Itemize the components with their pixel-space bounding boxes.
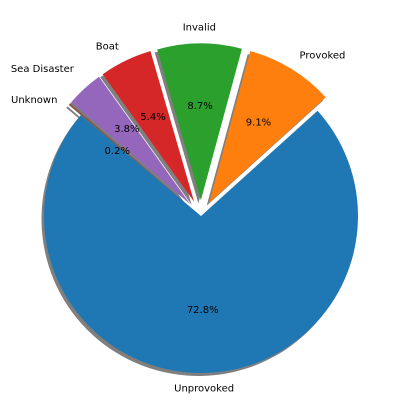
label-boat: Boat [96,41,119,52]
pie-wedges [44,43,359,373]
pct-provoked: 9.1% [246,117,271,128]
pie-labels: Unprovoked 72.8% Provoked 9.1% Invalid 8.7% Bo… [11,23,346,395]
label-sea-disaster: Sea Disaster [11,64,75,75]
wedge-unknown [68,103,190,206]
label-unprovoked: Unprovoked [174,384,234,395]
wedge-sea-disaster [71,76,191,205]
pct-sea-disaster: 3.8% [114,124,139,135]
wedge-unprovoked [44,110,359,373]
wedge-boat [102,51,195,202]
pct-boat: 5.4% [140,112,165,123]
pct-unprovoked: 72.8% [187,305,219,316]
pct-invalid: 8.7% [187,101,212,112]
label-invalid: Invalid [183,23,216,34]
wedge-provoked [209,51,326,203]
wedge-invalid [157,43,242,201]
label-unknown: Unknown [11,95,57,106]
label-provoked: Provoked [300,50,346,61]
pct-unknown: 0.2% [105,146,130,157]
